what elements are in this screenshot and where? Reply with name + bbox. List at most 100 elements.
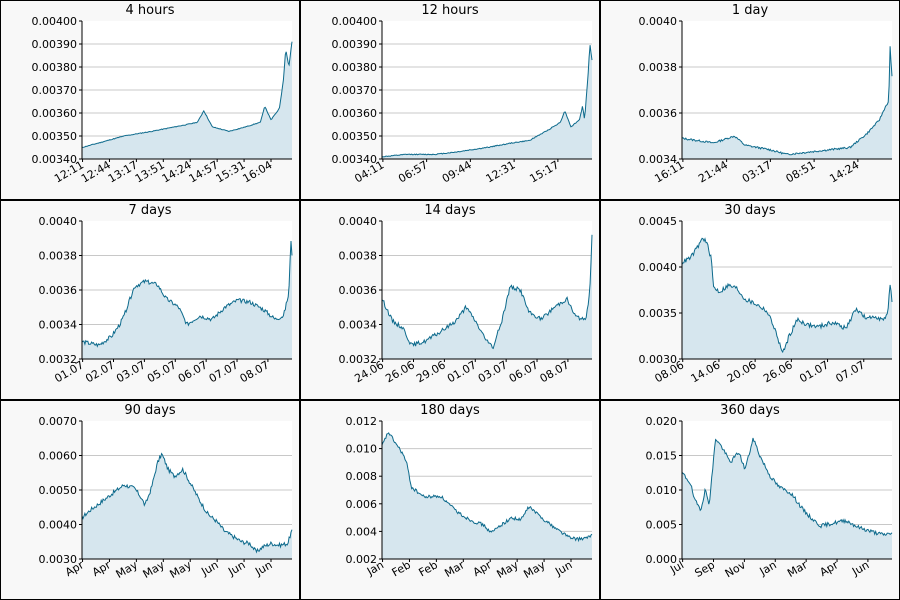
x-tick-label: 02.07 (83, 358, 117, 385)
chart-title: 90 days (124, 403, 176, 418)
y-tick-label: 0.0035 (639, 307, 678, 320)
y-tick-label: 0.00380 (32, 61, 78, 74)
chart-panel: 14 days 0.0032 0.0034 0.0036 0.0038 0.0040 24.… (300, 200, 600, 400)
chart-title: 4 hours (125, 3, 175, 18)
y-tick-label: 0.00360 (32, 107, 78, 120)
y-tick-label: 0.0040 (639, 261, 678, 274)
y-tick-label: 0.010 (646, 484, 678, 497)
y-tick-label: 0.00360 (332, 107, 378, 120)
y-tick-label: 0.004 (346, 525, 378, 538)
y-tick-label: 0.0030 (39, 553, 78, 566)
y-tick-label: 0.0034 (39, 319, 78, 332)
chart-panel: 90 days 0.0030 0.0040 0.0050 0.0060 0.0070 Apr… (0, 400, 300, 600)
y-tick-label: 0.0040 (39, 215, 78, 228)
axes (81, 221, 292, 360)
y-tick-label: 0.0034 (339, 319, 378, 332)
y-tick-label: 0.00370 (332, 84, 378, 97)
series-area (82, 41, 292, 160)
y-tick-label: 0.00350 (32, 130, 78, 143)
x-tick-label: 08.07 (538, 358, 572, 385)
x-tick-label: 26.06 (761, 358, 795, 385)
x-tick-label: 06:57 (396, 158, 430, 185)
chart-title: 360 days (720, 403, 780, 418)
y-tick-label: 0.00380 (332, 61, 378, 74)
series-line (681, 437, 893, 536)
y-tick-label: 0.0038 (639, 61, 678, 74)
x-tick-label: 09:44 (440, 158, 474, 185)
x-tick-label: 14:24 (827, 158, 861, 185)
x-tick-label: 03:17 (740, 158, 774, 185)
series-line (381, 432, 593, 543)
axes (381, 421, 592, 560)
x-tick-label: 08.07 (238, 358, 272, 385)
x-tick-label: 12:31 (484, 158, 518, 185)
x-tick-label: 03.07 (476, 358, 510, 385)
y-tick-label: 0.0038 (339, 250, 378, 263)
chart-svg: 0.00340 0.00350 0.00360 0.00370 0.00380 0.003… (32, 15, 293, 185)
x-tick-label: 20.06 (725, 358, 759, 385)
y-tick-label: 0.0034 (639, 153, 678, 166)
y-tick-label: 0.00390 (32, 38, 78, 51)
y-tick-label: 0.020 (646, 415, 678, 428)
series-area (82, 241, 292, 359)
series-line (81, 41, 293, 148)
chart-panel: 30 days 0.0030 0.0035 0.0040 0.0045 08.06 14.0… (600, 200, 900, 400)
x-tick-label: 01.07 (445, 358, 479, 385)
series-line (381, 45, 593, 158)
y-tick-label: 0.00350 (332, 130, 378, 143)
chart-panel: 1 day 0.0034 0.0036 0.0038 0.0040 16:11 21:44 0… (600, 0, 900, 200)
x-tick-label: 21:44 (696, 158, 730, 185)
y-tick-label: 0.00340 (332, 153, 378, 166)
chart-svg: 0.00320.00340.00360.00380.004001.0702.07… (39, 215, 293, 385)
y-tick-label: 0.0050 (39, 484, 78, 497)
axes (681, 21, 892, 160)
axes (81, 421, 292, 560)
y-tick-label: 0.0060 (39, 450, 78, 463)
x-tick-label: 16:04 (241, 158, 275, 185)
chart-panel: 7 days 0.0032 0.0034 0.0036 0.0038 0.0040 01.0… (0, 200, 300, 400)
y-tick-label: 0.0038 (39, 250, 78, 263)
series-area (382, 432, 592, 559)
chart-title: 180 days (420, 403, 480, 418)
x-tick-label: 15:17 (527, 158, 561, 185)
x-tick-label: 14:24 (160, 158, 194, 185)
axes (681, 221, 892, 360)
chart-svg: 0.00340 0.00350 0.00360 0.00370 0.00380 0.003… (332, 15, 593, 185)
axes (381, 221, 592, 360)
series-line (681, 237, 893, 354)
x-tick-label: 13:51 (133, 158, 167, 185)
y-tick-label: 0.0036 (339, 284, 378, 297)
y-tick-label: 0.012 (346, 415, 378, 428)
y-tick-label: 0.002 (346, 553, 378, 566)
y-tick-label: 0.00340 (32, 153, 78, 166)
series-line (81, 452, 293, 554)
x-tick-label: 06.07 (176, 358, 210, 385)
y-tick-label: 0.0036 (39, 284, 78, 297)
y-tick-label: 0.0045 (639, 215, 678, 228)
x-tick-label: 06.07 (507, 358, 541, 385)
y-tick-label: 0.00370 (32, 84, 78, 97)
chart-panel: 12 hours 0.00340 0.00350 0.00360 0.00370 0.00… (300, 0, 600, 200)
y-tick-label: 0.0030 (639, 353, 678, 366)
y-tick-label: 0.006 (346, 498, 378, 511)
series-area (682, 238, 892, 359)
y-tick-label: 0.005 (646, 519, 678, 532)
x-tick-label: 26.06 (383, 358, 417, 385)
chart-panel: 360 days 0.000 0.005 0.010 0.015 0.020 Jul Sep N… (600, 400, 900, 600)
x-tick-label: Jul (667, 558, 686, 576)
series-area (682, 46, 892, 159)
x-tick-label: 14:57 (187, 158, 221, 185)
y-tick-label: 0.00400 (32, 15, 78, 28)
x-tick-label: 12:44 (79, 158, 113, 185)
x-tick-label: 07.07 (207, 358, 241, 385)
series-area (382, 45, 592, 160)
y-tick-label: 0.0070 (39, 415, 78, 428)
x-tick-label: 08:51 (784, 158, 818, 185)
series-line (381, 234, 593, 350)
series-area (682, 438, 892, 559)
x-tick-label: 15:31 (214, 158, 248, 185)
